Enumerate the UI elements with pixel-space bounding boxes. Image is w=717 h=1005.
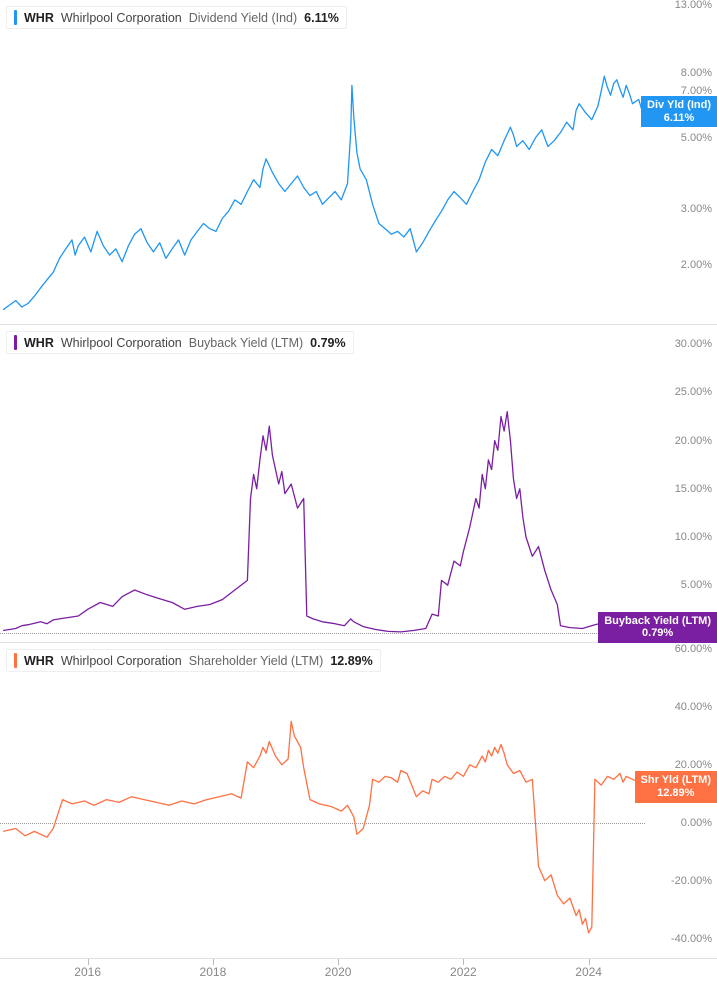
x-tick-label: 2016 <box>74 965 101 979</box>
y-tick-label: 13.00% <box>675 0 712 11</box>
legend-company: Whirlpool Corporation <box>61 11 182 25</box>
chart-line-shareholder-yield <box>0 643 645 959</box>
y-tick-label: 15.00% <box>675 483 712 495</box>
y-tick-label: 40.00% <box>675 701 712 713</box>
y-tick-label: 10.00% <box>675 531 712 543</box>
flag-value: 6.11% <box>647 112 711 125</box>
y-tick-label: 30.00% <box>675 338 712 350</box>
y-tick-label: 2.00% <box>681 259 712 271</box>
legend-ticker: WHR <box>24 336 54 350</box>
legend-value: 6.11% <box>304 11 339 25</box>
chart-line-buyback-yield <box>0 325 645 643</box>
x-tick-label: 2024 <box>575 965 602 979</box>
value-flag-buyback-yield: Buyback Yield (LTM)0.79% <box>598 612 717 643</box>
y-tick-label: -20.00% <box>671 875 712 887</box>
legend-marker <box>14 335 17 350</box>
legend-ticker: WHR <box>24 654 54 668</box>
legend-metric: Shareholder Yield (LTM) <box>189 654 324 668</box>
y-tick-label: 8.00% <box>681 67 712 79</box>
legend-marker <box>14 653 17 668</box>
legend-metric: Dividend Yield (Ind) <box>189 11 297 25</box>
y-tick-label: 0.00% <box>681 817 712 829</box>
chart-panel-buyback-yield: 5.00% 10.00% 15.00% 20.00% 25.00% 30.00% WHR Wh… <box>0 325 717 643</box>
legend-ticker: WHR <box>24 11 54 25</box>
legend-buyback-yield[interactable]: WHR Whirlpool Corporation Buyback Yield (L… <box>6 331 354 354</box>
flag-value: 0.79% <box>604 627 711 640</box>
y-tick-label: 60.00% <box>675 643 712 655</box>
legend-company: Whirlpool Corporation <box>61 654 182 668</box>
flag-title: Shr Yld (LTM) <box>641 774 711 787</box>
flag-value: 12.89% <box>641 787 711 800</box>
legend-value: 12.89% <box>330 654 372 668</box>
legend-dividend-yield[interactable]: WHR Whirlpool Corporation Dividend Yield (… <box>6 6 347 29</box>
legend-shareholder-yield[interactable]: WHR Whirlpool Corporation Shareholder Yiel… <box>6 649 381 672</box>
y-tick-label: 20.00% <box>675 759 712 771</box>
chart-panel-dividend-yield: 2.00%3.00%5.00%7.00%8.00%13.00%WHRWhirlp… <box>0 0 717 325</box>
legend-value: 0.79% <box>310 336 345 350</box>
y-tick-label: -40.00% <box>671 933 712 945</box>
y-tick-label: 3.00% <box>681 203 712 215</box>
value-flag-dividend-yield: Div Yld (Ind)6.11% <box>641 96 717 127</box>
legend-marker <box>14 10 17 25</box>
x-axis: 2016 2018 2020 2022 2024 <box>0 959 717 981</box>
legend-company: Whirlpool Corporation <box>61 336 182 350</box>
flag-title: Div Yld (Ind) <box>647 99 711 112</box>
x-tick-label: 2022 <box>450 965 477 979</box>
chart-line-dividend-yield <box>0 0 645 325</box>
y-tick-label: 5.00% <box>681 579 712 591</box>
value-flag-shareholder-yield: Shr Yld (LTM)12.89% <box>635 771 717 802</box>
y-tick-label: 5.00% <box>681 132 712 144</box>
legend-metric: Buyback Yield (LTM) <box>189 336 303 350</box>
x-tick-label: 2020 <box>325 965 352 979</box>
y-tick-label: 20.00% <box>675 435 712 447</box>
flag-title: Buyback Yield (LTM) <box>604 615 711 628</box>
chart-panel-shareholder-yield: -40.00% -20.00% 0.00% 20.00% 40.00% 60.00% WHR… <box>0 643 717 959</box>
y-tick-label: 25.00% <box>675 386 712 398</box>
x-tick-label: 2018 <box>200 965 227 979</box>
